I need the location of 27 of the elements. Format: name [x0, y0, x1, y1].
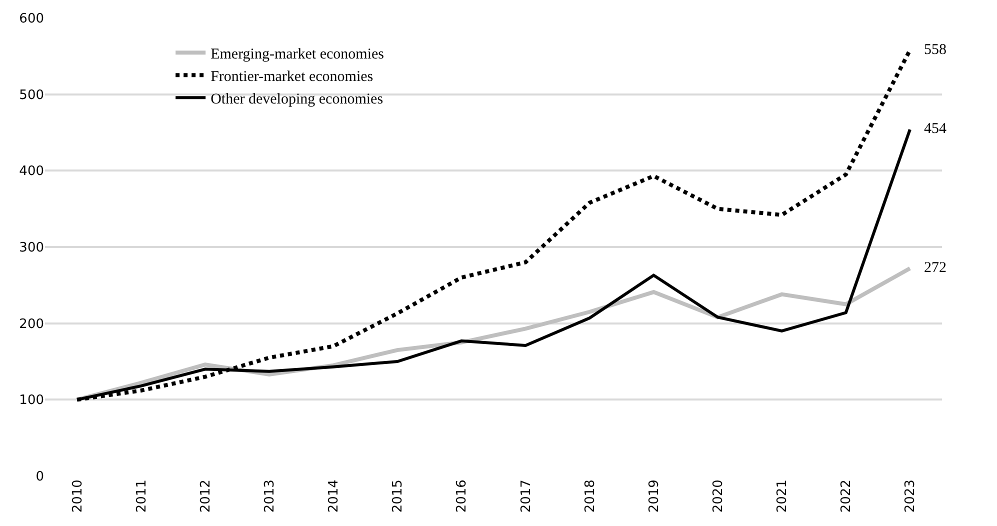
- x-tick-label: 2015: [390, 480, 406, 513]
- legend-label: Emerging-market economies: [210, 46, 384, 62]
- y-tick-label: 500: [19, 88, 44, 103]
- annotation: 272: [924, 260, 946, 276]
- x-tick-label: 2014: [326, 480, 342, 513]
- x-tick-label: 2022: [839, 480, 854, 513]
- x-tick-label: 2010: [70, 480, 86, 513]
- annotation: 454: [924, 121, 947, 137]
- x-tick-label: 2020: [710, 480, 726, 513]
- x-tick-label: 2011: [134, 480, 150, 513]
- y-tick-label: 100: [19, 393, 44, 408]
- y-tick-label: 400: [19, 164, 44, 180]
- x-tick-label: 2017: [518, 480, 534, 513]
- x-tick-label: 2019: [646, 480, 662, 513]
- y-tick-label: 0: [36, 470, 44, 485]
- legend-label: Other developing economies: [210, 91, 384, 108]
- annotation: 558: [924, 42, 946, 58]
- x-tick-label: 2013: [262, 480, 278, 513]
- x-tick-label: 2016: [454, 480, 470, 513]
- y-tick-label: 300: [19, 240, 44, 256]
- x-tick-label: 2021: [775, 480, 790, 513]
- y-tick-label: 200: [19, 316, 44, 332]
- x-tick-label: 2012: [198, 480, 214, 513]
- y-tick-label: 600: [19, 12, 44, 27]
- x-tick-label: 2018: [582, 480, 598, 513]
- legend-label: Frontier-market economies: [210, 68, 374, 85]
- x-tick-label: 2023: [903, 480, 918, 513]
